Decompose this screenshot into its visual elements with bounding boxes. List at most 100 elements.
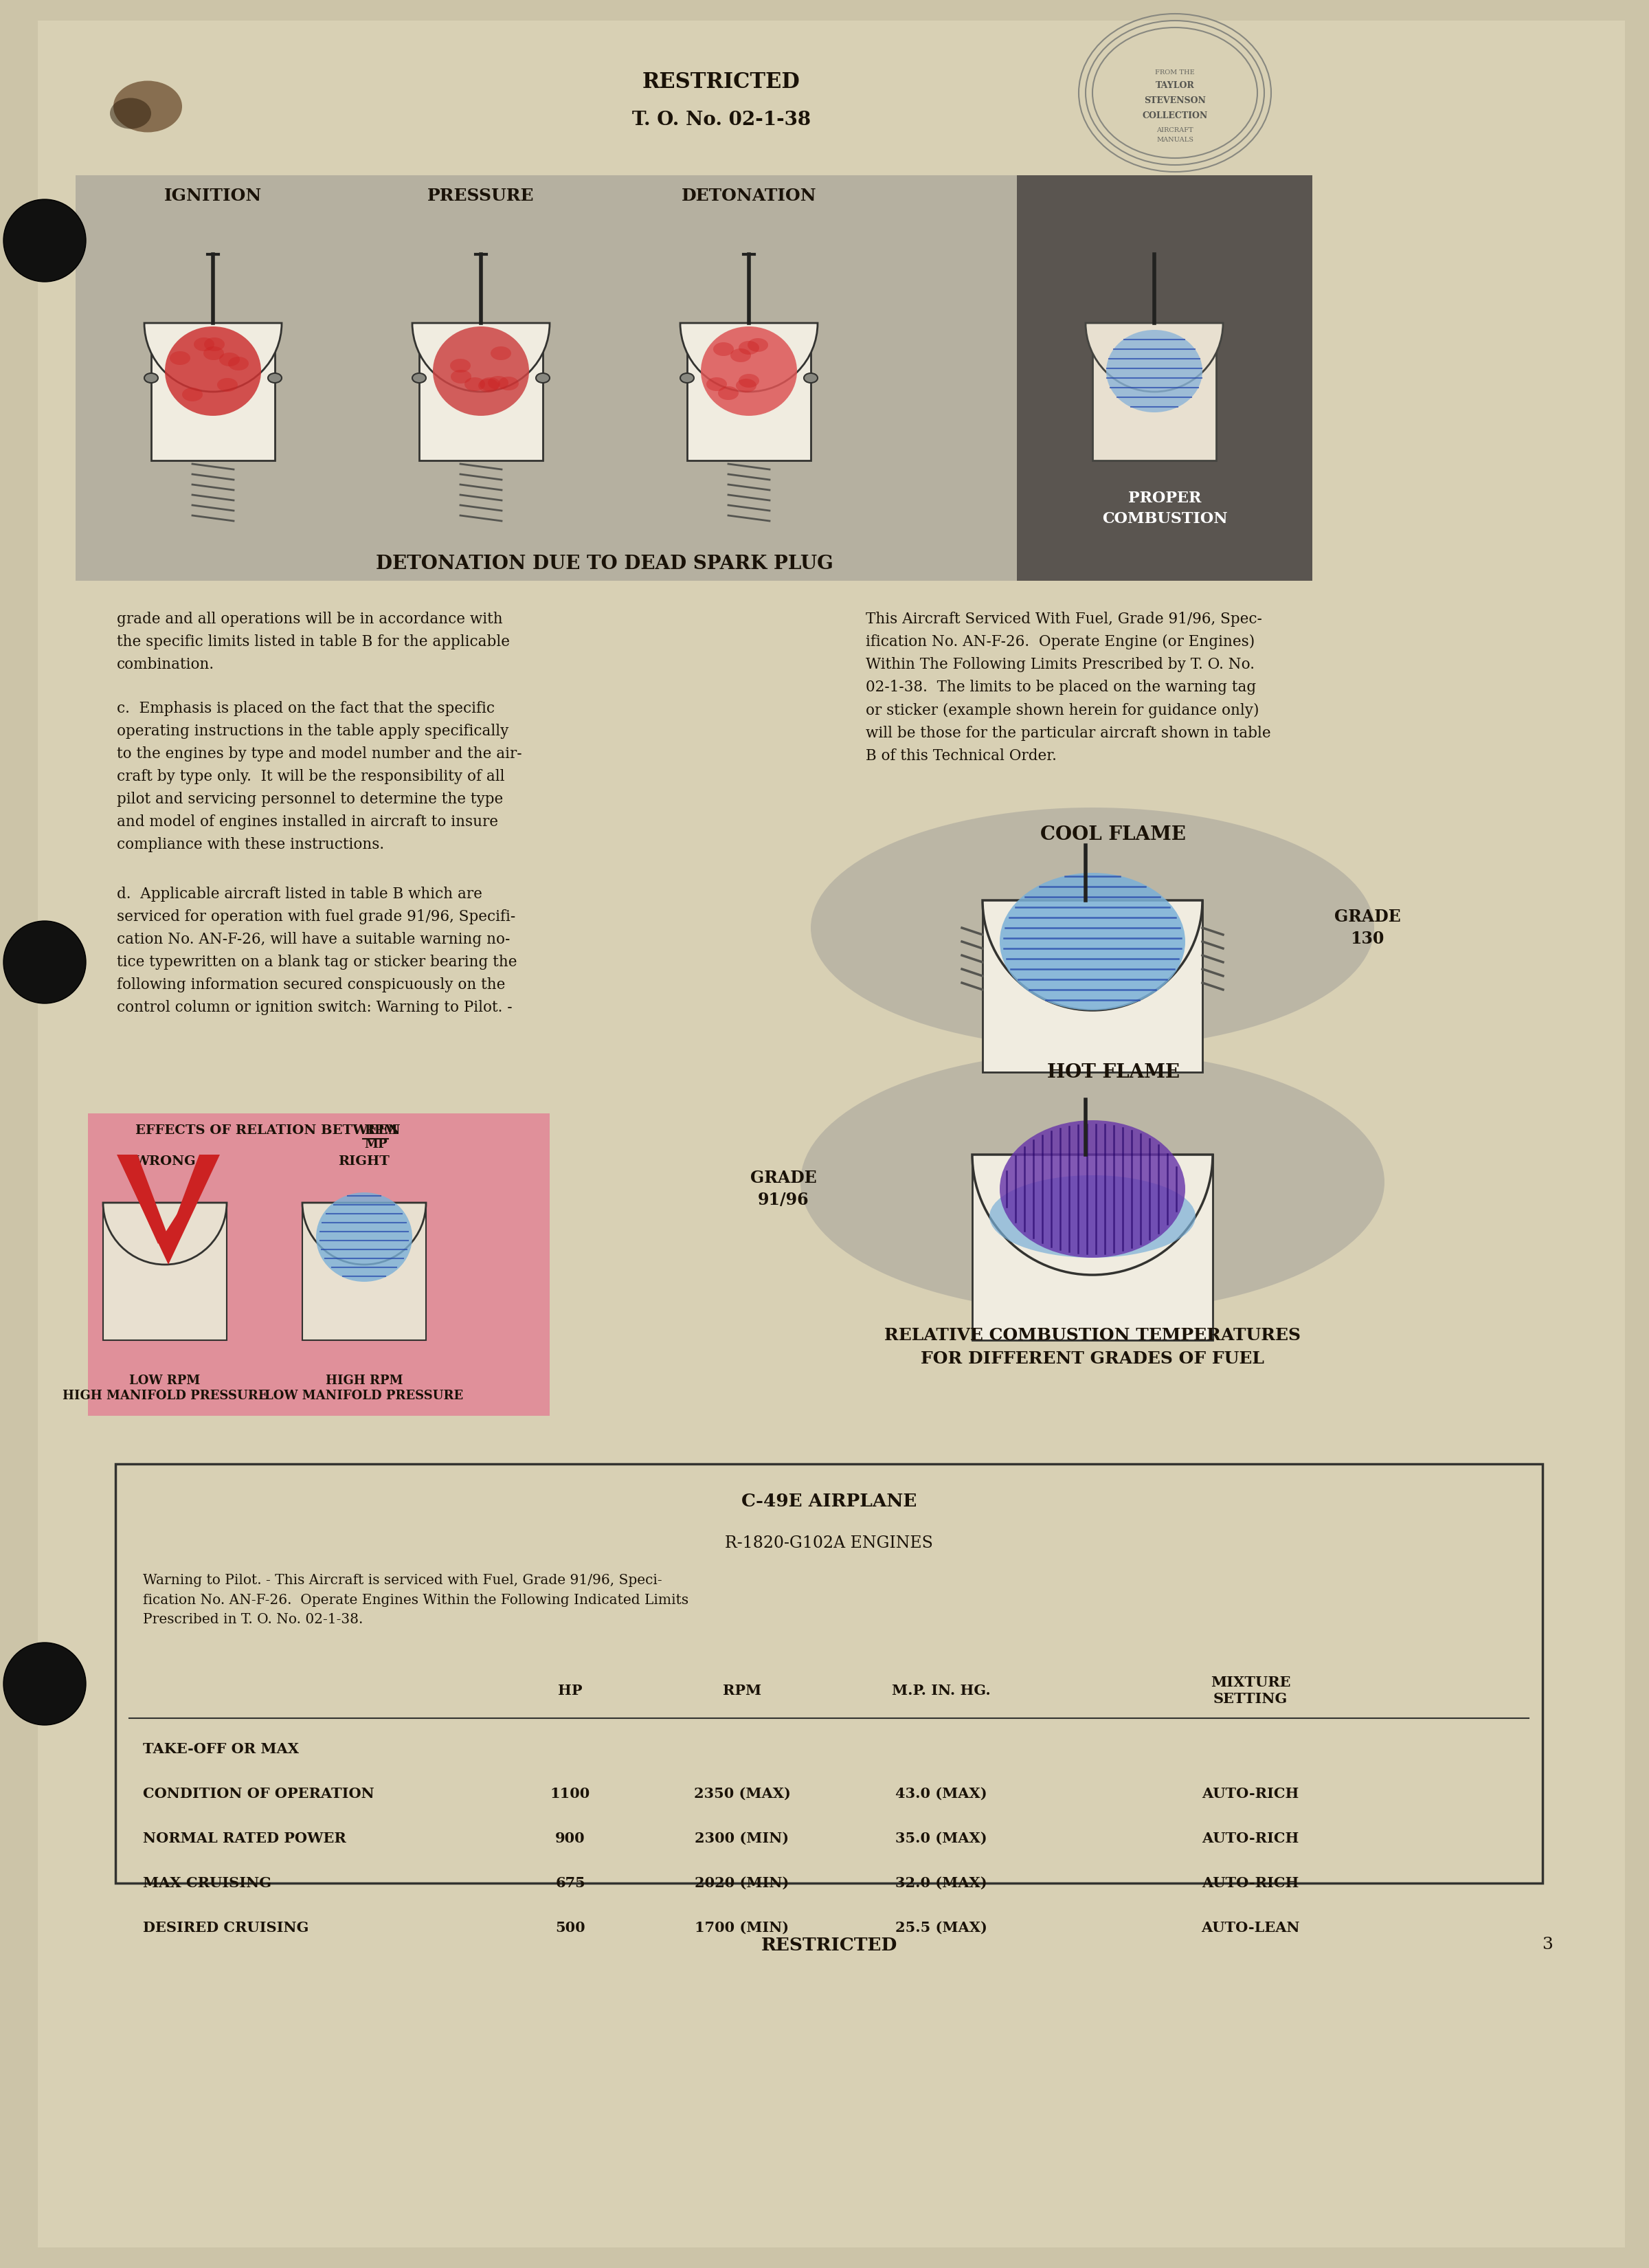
Ellipse shape: [989, 1175, 1196, 1259]
FancyBboxPatch shape: [152, 322, 275, 460]
Ellipse shape: [714, 342, 734, 356]
Text: IGNITION: IGNITION: [165, 188, 262, 204]
Wedge shape: [302, 1202, 425, 1266]
Ellipse shape: [735, 379, 757, 392]
Ellipse shape: [706, 376, 727, 390]
Circle shape: [3, 921, 86, 1002]
Ellipse shape: [204, 338, 224, 352]
Text: HOT FLAME: HOT FLAME: [1047, 1064, 1179, 1082]
Text: 900: 900: [556, 1833, 585, 1846]
FancyBboxPatch shape: [76, 175, 1313, 581]
Text: CONDITION OF OPERATION: CONDITION OF OPERATION: [143, 1787, 374, 1801]
Text: 2300 (MIN): 2300 (MIN): [694, 1833, 790, 1846]
Ellipse shape: [218, 379, 237, 392]
Text: MANUALS: MANUALS: [1156, 136, 1194, 143]
Ellipse shape: [181, 388, 203, 401]
Wedge shape: [983, 900, 1202, 1009]
Wedge shape: [412, 322, 549, 392]
Ellipse shape: [145, 374, 158, 383]
Text: NORMAL RATED POWER: NORMAL RATED POWER: [143, 1833, 346, 1846]
Wedge shape: [145, 322, 282, 392]
Polygon shape: [124, 1168, 206, 1243]
Text: M.P. IN. HG.: M.P. IN. HG.: [892, 1683, 991, 1696]
Text: RIGHT: RIGHT: [338, 1154, 389, 1168]
Ellipse shape: [488, 376, 508, 390]
Ellipse shape: [747, 338, 768, 352]
Text: MP: MP: [364, 1139, 388, 1150]
Ellipse shape: [165, 327, 261, 415]
Ellipse shape: [536, 374, 549, 383]
FancyBboxPatch shape: [302, 1202, 425, 1340]
Ellipse shape: [811, 807, 1374, 1048]
Text: AUTO-RICH: AUTO-RICH: [1202, 1833, 1299, 1846]
Text: R-1820-G102A ENGINES: R-1820-G102A ENGINES: [726, 1535, 933, 1551]
Text: RPM: RPM: [364, 1125, 397, 1136]
Text: MAX CRUISING: MAX CRUISING: [143, 1876, 272, 1889]
Ellipse shape: [203, 347, 224, 361]
FancyBboxPatch shape: [1017, 175, 1313, 581]
Circle shape: [3, 200, 86, 281]
Text: 2020 (MIN): 2020 (MIN): [694, 1876, 790, 1889]
Ellipse shape: [228, 356, 249, 370]
Text: TAKE-OFF OR MAX: TAKE-OFF OR MAX: [143, 1742, 298, 1755]
Text: AUTO-LEAN: AUTO-LEAN: [1200, 1921, 1299, 1935]
Text: c.  Emphasis is placed on the fact that the specific
operating instructions in t: c. Emphasis is placed on the fact that t…: [117, 701, 523, 853]
FancyBboxPatch shape: [419, 322, 543, 460]
Wedge shape: [973, 1154, 1212, 1275]
Text: DESIRED CRUISING: DESIRED CRUISING: [143, 1921, 308, 1935]
Text: d.  Applicable aircraft listed in table B which are
serviced for operation with : d. Applicable aircraft listed in table B…: [117, 887, 518, 1016]
Ellipse shape: [170, 352, 190, 365]
Text: 675: 675: [556, 1876, 585, 1889]
Text: C-49E AIRPLANE: C-49E AIRPLANE: [742, 1492, 917, 1510]
Ellipse shape: [450, 358, 470, 372]
Text: GRADE
91/96: GRADE 91/96: [750, 1170, 816, 1209]
Text: 32.0 (MAX): 32.0 (MAX): [895, 1876, 988, 1889]
Text: AUTO-RICH: AUTO-RICH: [1202, 1876, 1299, 1889]
Text: RESTRICTED: RESTRICTED: [760, 1937, 897, 1953]
Text: TAYLOR: TAYLOR: [1156, 82, 1194, 91]
Ellipse shape: [317, 1193, 412, 1281]
Text: DETONATION: DETONATION: [681, 188, 816, 204]
Ellipse shape: [219, 352, 239, 367]
Text: PRESSURE: PRESSURE: [427, 188, 534, 204]
Ellipse shape: [800, 1052, 1385, 1313]
Text: 25.5 (MAX): 25.5 (MAX): [895, 1921, 988, 1935]
Text: 43.0 (MAX): 43.0 (MAX): [895, 1787, 988, 1801]
Text: COOL FLAME: COOL FLAME: [1041, 826, 1186, 844]
Text: 1700 (MIN): 1700 (MIN): [694, 1921, 790, 1935]
Text: T. O. No. 02-1-38: T. O. No. 02-1-38: [632, 111, 811, 129]
FancyBboxPatch shape: [1093, 322, 1217, 460]
FancyBboxPatch shape: [38, 20, 1624, 2248]
Text: GRADE
130: GRADE 130: [1334, 909, 1400, 948]
Ellipse shape: [717, 386, 739, 399]
FancyBboxPatch shape: [983, 900, 1202, 1073]
Ellipse shape: [114, 82, 181, 132]
Wedge shape: [102, 1202, 228, 1266]
FancyBboxPatch shape: [973, 1154, 1212, 1340]
Ellipse shape: [999, 873, 1186, 1009]
Ellipse shape: [701, 327, 796, 415]
Ellipse shape: [1106, 329, 1202, 413]
Text: WRONG: WRONG: [134, 1154, 196, 1168]
Text: HIGH RPM
LOW MANIFOLD PRESSURE: HIGH RPM LOW MANIFOLD PRESSURE: [265, 1374, 463, 1402]
Text: 500: 500: [556, 1921, 585, 1935]
Ellipse shape: [450, 370, 472, 383]
Ellipse shape: [195, 338, 214, 352]
Ellipse shape: [432, 327, 529, 415]
Text: DETONATION DUE TO DEAD SPARK PLUG: DETONATION DUE TO DEAD SPARK PLUG: [376, 553, 833, 574]
Text: 1100: 1100: [551, 1787, 590, 1801]
Ellipse shape: [805, 374, 818, 383]
Text: grade and all operations will be in accordance with
the specific limits listed i: grade and all operations will be in acco…: [117, 612, 510, 671]
Ellipse shape: [412, 374, 425, 383]
Text: FROM THE: FROM THE: [1154, 68, 1196, 75]
FancyBboxPatch shape: [115, 1463, 1542, 1882]
Wedge shape: [681, 322, 818, 392]
FancyBboxPatch shape: [87, 1114, 549, 1415]
Ellipse shape: [498, 376, 519, 390]
Ellipse shape: [739, 374, 759, 388]
Text: 35.0 (MAX): 35.0 (MAX): [895, 1833, 988, 1846]
Ellipse shape: [480, 376, 500, 390]
Ellipse shape: [731, 349, 750, 363]
Text: AUTO-RICH: AUTO-RICH: [1202, 1787, 1299, 1801]
Text: This Aircraft Serviced With Fuel, Grade 91/96, Spec-
ification No. AN-F-26.  Ope: This Aircraft Serviced With Fuel, Grade …: [866, 612, 1271, 764]
